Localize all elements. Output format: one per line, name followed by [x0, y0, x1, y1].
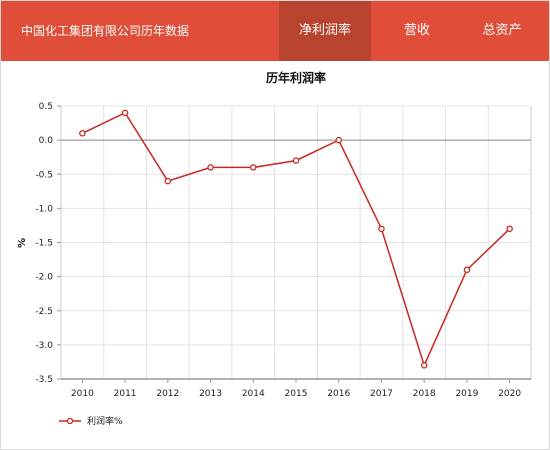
data-point[interactable] — [463, 266, 471, 274]
y-tick-label: -2.0 — [35, 273, 53, 283]
y-tick-label: -1.0 — [35, 204, 53, 214]
data-point[interactable] — [292, 157, 300, 164]
series-profit-margin — [79, 109, 513, 369]
y-tick-label: 0.5 — [39, 102, 53, 112]
x-tick-label: 2010 — [71, 389, 94, 399]
header-bar: 中国化工集团有限公司历年数据 净利润率 营收 总资产 — [1, 1, 549, 61]
chart-title: 历年利润率 — [266, 70, 326, 85]
data-point[interactable] — [121, 109, 129, 117]
x-tick-label: 2020 — [498, 389, 521, 399]
y-tick-label: 0.0 — [39, 136, 54, 146]
data-point[interactable] — [164, 177, 172, 185]
legend-label: 利润率% — [87, 415, 123, 427]
x-tick-label: 2016 — [327, 389, 350, 399]
data-point[interactable] — [335, 136, 342, 144]
x-tick-label: 2018 — [413, 389, 436, 399]
line-chart: 历年利润率 0.5 0.0 -0.5 -1.0 -1.5 -2.0 -2.5 -3.0 -3.5… — [17, 70, 532, 427]
x-tick-label: 2015 — [285, 389, 308, 399]
x-tick-label: 2011 — [114, 389, 137, 399]
legend-marker — [66, 417, 74, 425]
data-point[interactable] — [79, 130, 86, 137]
x-tick-label: 2013 — [199, 389, 222, 399]
tab-revenue[interactable]: 营收 — [403, 23, 430, 38]
x-axis: 2010 2011 2012 2013 2014 2015 2016 2017 2018 2019… — [61, 378, 531, 399]
data-point[interactable] — [207, 164, 214, 171]
y-axis-label: % — [17, 238, 28, 248]
y-axis: 0.5 0.0 -0.5 -1.0 -1.5 -2.0 -2.5 -3.0 -3.5 — [35, 102, 61, 385]
data-point[interactable] — [378, 225, 385, 233]
page-title: 中国化工集团有限公司历年数据 — [21, 24, 190, 38]
tab-total-assets[interactable]: 总资产 — [482, 23, 522, 38]
x-tick-label: 2012 — [156, 389, 179, 399]
y-tick-label: -0.5 — [35, 170, 53, 180]
y-tick-label: -1.5 — [35, 239, 53, 249]
x-tick-label: 2017 — [370, 389, 393, 399]
x-tick-label: 2014 — [242, 389, 265, 399]
y-tick-label: -3.5 — [35, 375, 53, 385]
data-point[interactable] — [250, 164, 257, 171]
y-tick-label: -3.0 — [35, 341, 53, 351]
data-point[interactable] — [506, 225, 513, 233]
tab-net-profit-margin[interactable]: 净利润率 — [279, 1, 371, 61]
legend[interactable]: 利润率% — [59, 415, 123, 427]
y-tick-label: -2.5 — [35, 307, 53, 317]
x-tick-label: 2019 — [455, 389, 478, 399]
data-point[interactable] — [420, 362, 428, 369]
